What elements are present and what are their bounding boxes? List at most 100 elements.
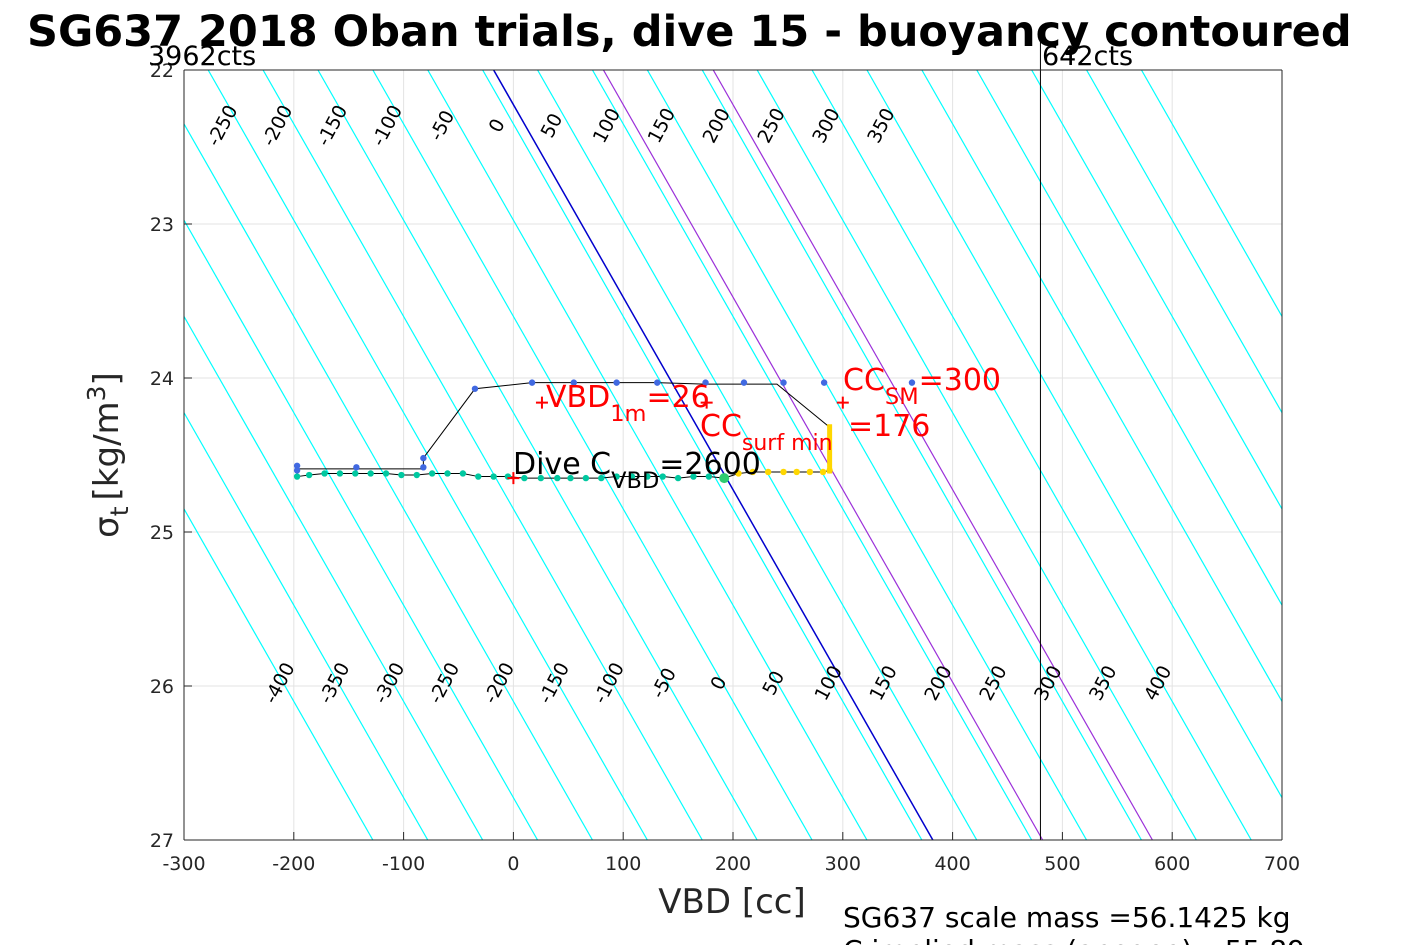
- buoyancy-contour-line: [184, 507, 374, 840]
- contour-label-top: 0: [485, 115, 510, 136]
- descent-point: [352, 470, 359, 477]
- descent-point: [582, 474, 590, 482]
- descent-point: [659, 473, 666, 480]
- descent-point: [644, 473, 651, 480]
- x-tick-label: 300: [825, 853, 861, 875]
- buoyancy-contour-line: [184, 315, 484, 840]
- buoyancy-contour-line: [207, 70, 648, 840]
- ascent-point: [613, 379, 620, 386]
- ascent-point: [528, 379, 536, 386]
- descent-point: [780, 468, 787, 476]
- x-tick-label: -300: [162, 853, 205, 875]
- contour-label-top: -250: [203, 102, 243, 150]
- buoyancy-contour-line: [184, 218, 539, 840]
- buoyancy-contour-line: [427, 70, 868, 840]
- descent-point: [413, 471, 420, 479]
- x-tick-label: 500: [1044, 853, 1080, 875]
- dive-c-label-sub: VBD: [611, 468, 659, 494]
- buoyancy-contour-line: [646, 70, 1088, 840]
- descent-point: [690, 473, 697, 480]
- ascent-point: [820, 379, 828, 386]
- contour-label-bottom: 50: [758, 667, 789, 699]
- dive-c-end-point: [719, 473, 730, 484]
- contour-label-top: 300: [808, 105, 844, 147]
- descent-point: [398, 471, 405, 479]
- axes-layer: -300 -200 -100 0 100 200 300 400 500 600 700222324…: [150, 40, 1300, 875]
- descent-point: [674, 474, 682, 482]
- buoyancy-contour-line: [372, 70, 813, 840]
- buoyancy-contour-line: [921, 70, 1282, 703]
- cc-sm-marker: [836, 396, 849, 409]
- dive-c-label-text: Dive C: [513, 447, 611, 482]
- buoyancy-contour-line: [866, 70, 1282, 799]
- contour-label-top: -100: [367, 102, 407, 150]
- descent-point: [613, 473, 620, 480]
- buoyancy-contour-line: [1031, 70, 1282, 511]
- contour-label-top: -50: [425, 107, 459, 145]
- buoyancy-contour-line: [756, 70, 1197, 840]
- contour-label-top: 150: [644, 105, 680, 147]
- dive-c-label: Dive CVBD=2600: [513, 447, 761, 494]
- contour-label-top: -150: [313, 102, 353, 150]
- descent-point: [428, 470, 436, 477]
- y-tick-label: 25: [150, 522, 174, 544]
- x-tick-label: -100: [382, 853, 425, 875]
- y-tick-label: 26: [150, 676, 174, 698]
- descent-point: [321, 470, 328, 477]
- cc-sm-label-text: CC: [843, 363, 885, 398]
- descent-point: [490, 473, 497, 480]
- ascent-point: [293, 462, 301, 469]
- y-axis-symbol: σ: [87, 516, 127, 538]
- descent-point: [367, 470, 374, 477]
- footer-scale-mass: SG637 scale mass =56.1425 kg: [843, 901, 1291, 934]
- x-tick-label: -200: [272, 853, 315, 875]
- chart-title: SG637 2018 Oban trials, dive 15 - buoyan…: [27, 7, 1352, 57]
- buoyancy-contour-line: [591, 70, 1033, 840]
- vbd1m-label-text: VBD: [546, 380, 610, 415]
- dive-c-marker: [507, 472, 520, 485]
- ascent-point: [293, 467, 301, 474]
- contour-label-top: 100: [589, 105, 625, 147]
- descent-point: [537, 474, 545, 482]
- buoyancy-contour-line: [976, 70, 1282, 607]
- ascent-point: [420, 464, 427, 471]
- buoyancy-contour-line: [701, 70, 1142, 840]
- counts-left-label: 3962cts: [148, 41, 256, 72]
- ascent-point: [353, 464, 360, 471]
- descent-point: [567, 474, 574, 482]
- contour-label-top: 250: [753, 105, 789, 147]
- buoyancy-contour-line: [1086, 70, 1282, 414]
- descent-point: [293, 473, 301, 480]
- x-tick-label: 100: [605, 853, 641, 875]
- ascent-point: [702, 379, 709, 386]
- ascent-point: [740, 379, 748, 386]
- contour-label-top: 350: [863, 105, 899, 147]
- contour-label-top: -200: [258, 102, 298, 150]
- cc-surf-label: CCsurf min: [700, 409, 833, 456]
- vbd1m-label-value: =26: [646, 380, 709, 415]
- descent-point: [749, 468, 756, 476]
- y-tick-label: 27: [150, 830, 174, 852]
- buoyancy-contour-line: [482, 70, 923, 840]
- descent-point: [819, 468, 827, 476]
- y-tick-label: 22: [150, 60, 174, 82]
- x-tick-label: 700: [1264, 853, 1300, 875]
- descent-point: [521, 474, 528, 482]
- vbd1m-label-sub: 1m: [610, 401, 646, 427]
- footer-implied-mass: C implied mass (apogee) =55.89: [843, 934, 1305, 945]
- descent-point: [793, 468, 800, 476]
- descent-point: [475, 473, 482, 480]
- buoyancy-contour-line: [811, 70, 1252, 840]
- contour-label-top: 200: [698, 105, 734, 147]
- y-axis-unit: [kg/m: [87, 401, 127, 500]
- cc-surf-value: =176: [848, 409, 930, 444]
- vbd1m-marker: [535, 396, 548, 409]
- descent-point: [305, 471, 313, 479]
- cc-surf-text: CC: [700, 409, 742, 444]
- buoyancy-contour-line: [1140, 70, 1282, 318]
- descent-point: [444, 470, 451, 477]
- ascent-point: [780, 379, 787, 386]
- ascent-point: [654, 379, 661, 386]
